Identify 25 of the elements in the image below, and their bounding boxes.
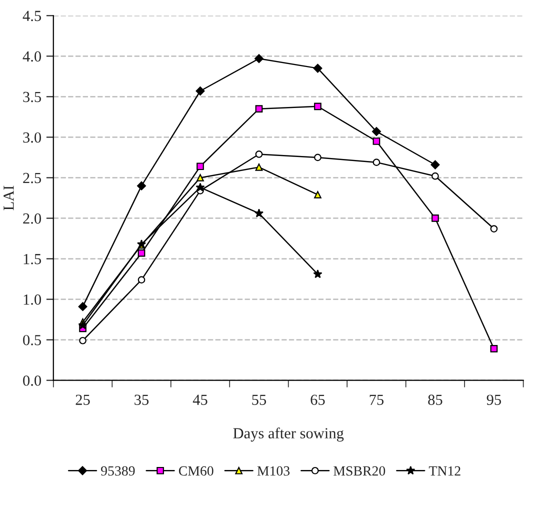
legend-label: CM60 bbox=[178, 466, 214, 476]
y-tick-label: 4.5 bbox=[22, 10, 41, 22]
x-tick-label: 95 bbox=[486, 394, 501, 405]
y-tick-label: 0.0 bbox=[23, 375, 42, 386]
x-tick-label: 85 bbox=[428, 394, 442, 405]
x-tick-label: 75 bbox=[370, 394, 384, 405]
y-tick-label: 4.0 bbox=[22, 51, 42, 62]
y-axis-title: LAI bbox=[4, 186, 14, 210]
legend-label: TN12 bbox=[428, 466, 460, 476]
y-tick-label: 0.5 bbox=[23, 334, 41, 346]
y-tick-label: 3.5 bbox=[23, 92, 41, 102]
x-axis-title: Days after sowing bbox=[233, 428, 344, 442]
y-tick-label: 3.0 bbox=[23, 132, 42, 143]
x-tick-label: 25 bbox=[76, 394, 90, 405]
y-tick-label: 2.5 bbox=[23, 172, 41, 184]
x-tick-label: 35 bbox=[134, 394, 149, 405]
y-tick-label: 1.0 bbox=[24, 294, 42, 305]
legend-label: M103 bbox=[257, 466, 290, 476]
y-tick-label: 1.5 bbox=[24, 254, 41, 264]
x-tick-label: 65 bbox=[310, 394, 325, 405]
x-tick-label: 45 bbox=[192, 394, 208, 405]
x-tick-label: 55 bbox=[252, 394, 266, 405]
y-tick-label: 2.0 bbox=[23, 213, 42, 224]
legend-label: 95389 bbox=[101, 466, 135, 476]
legend-label: MSBR20 bbox=[334, 466, 386, 476]
